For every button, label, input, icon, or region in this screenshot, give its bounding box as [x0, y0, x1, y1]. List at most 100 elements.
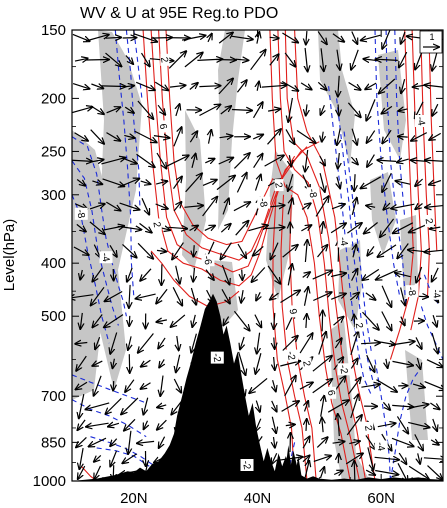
- wind-vector: [306, 419, 307, 431]
- wind-vector: [90, 105, 104, 114]
- wind-vector: [312, 379, 333, 394]
- wind-vector: [386, 358, 388, 368]
- wind-vector: [133, 33, 157, 42]
- wind-vector: [220, 224, 230, 233]
- terrain-peak: [197, 334, 206, 383]
- wind-vector: [303, 461, 310, 481]
- wind-vector: [312, 271, 332, 280]
- wind-vector: [141, 382, 151, 389]
- wind-vector: [299, 333, 313, 354]
- contour-label-box: [274, 179, 284, 192]
- wind-vector: [277, 457, 303, 460]
- wind-vector: [287, 198, 292, 215]
- wind-vector: [391, 437, 414, 446]
- wind-vector: [395, 273, 411, 277]
- wind-vector: [124, 418, 136, 430]
- wind-vector: [140, 52, 150, 66]
- wind-vector: [121, 397, 139, 415]
- wind-vector: [106, 132, 121, 141]
- wind-vector: [273, 380, 276, 391]
- wind-vector: [113, 465, 114, 480]
- contour-label: -2: [337, 364, 349, 375]
- wind-vector: [110, 332, 118, 354]
- contour-label-box: [337, 235, 351, 248]
- x-tick-label: 60N: [367, 490, 395, 507]
- wind-vector: [189, 226, 198, 231]
- wind-vector: [430, 227, 441, 229]
- wind-vector: [351, 269, 358, 281]
- wind-vector: [94, 375, 102, 396]
- wind-vector: [322, 131, 324, 142]
- wind-vector: [365, 435, 376, 449]
- contour-label: -8: [74, 209, 86, 220]
- wind-vector: [412, 384, 425, 387]
- negative-contour-line: [374, 30, 401, 297]
- wind-vector: [189, 83, 198, 90]
- wind-vector: [113, 381, 114, 390]
- contour-label: 2: [353, 322, 365, 330]
- wind-vector: [252, 267, 266, 283]
- wind-vector: [254, 314, 261, 328]
- wind-vector: [91, 84, 103, 88]
- wind-vector: [382, 172, 392, 192]
- negative-contour-line: [394, 30, 406, 218]
- wind-vector: [392, 360, 414, 365]
- wind-vector: [376, 59, 398, 60]
- y-tick-label: 200: [41, 90, 66, 107]
- wind-vector: [143, 397, 149, 415]
- wind-vector: [249, 377, 268, 393]
- wind-vector: [135, 81, 155, 90]
- wind-vector: [367, 246, 375, 255]
- wind-vector: [199, 86, 220, 87]
- wind-vector: [306, 31, 307, 44]
- contour-label-box: [74, 207, 88, 220]
- wind-vector: [139, 222, 152, 232]
- wind-vector: [128, 430, 131, 454]
- wind-vector: [351, 31, 358, 45]
- wind-vector: [274, 312, 275, 329]
- wind-vector: [85, 60, 109, 61]
- wind-vector: [337, 176, 340, 189]
- wind-vector: [366, 99, 376, 120]
- wind-vector: [306, 314, 307, 328]
- wind-vector: [321, 467, 325, 479]
- wind-vector: [305, 401, 309, 412]
- wind-vector: [430, 440, 439, 445]
- wind-vector: [289, 155, 291, 166]
- positive-contour-line: [277, 30, 361, 481]
- wind-vector: [425, 85, 443, 87]
- contour-label-box: [201, 254, 215, 267]
- wind-vector: [181, 36, 205, 41]
- wind-vector: [288, 174, 294, 191]
- contour-label: 2: [300, 360, 312, 368]
- wind-vector: [140, 181, 151, 184]
- wind-vector: [122, 453, 137, 463]
- wind-vector: [104, 314, 124, 328]
- wind-vector: [350, 359, 358, 369]
- wind-vector: [218, 33, 233, 44]
- wind-vector: [192, 154, 196, 168]
- wind-vector: [124, 86, 134, 87]
- wind-vector: [78, 419, 86, 430]
- wind-vector: [254, 175, 261, 191]
- wind-vector: [432, 103, 439, 116]
- wind-vector: [284, 376, 296, 397]
- wind-vector: [156, 288, 168, 303]
- wind-vector: [267, 109, 280, 111]
- wind-vector: [216, 60, 236, 61]
- wind-vector: [193, 245, 194, 257]
- contour-label: 6: [157, 123, 169, 131]
- wind-vector: [172, 287, 182, 305]
- wind-vector: [345, 453, 363, 465]
- wind-vector: [313, 292, 331, 302]
- wind-vector: [256, 400, 260, 412]
- contour-label-box: [337, 363, 351, 376]
- terrain-peak: [247, 433, 256, 467]
- contour-label: -4: [414, 116, 426, 127]
- wind-vector: [256, 292, 260, 300]
- wind-vector: [383, 202, 391, 210]
- contour-label: 2: [158, 56, 170, 64]
- wind-vector: [280, 290, 301, 304]
- wind-vector: [416, 266, 423, 283]
- wind-vector: [367, 447, 374, 469]
